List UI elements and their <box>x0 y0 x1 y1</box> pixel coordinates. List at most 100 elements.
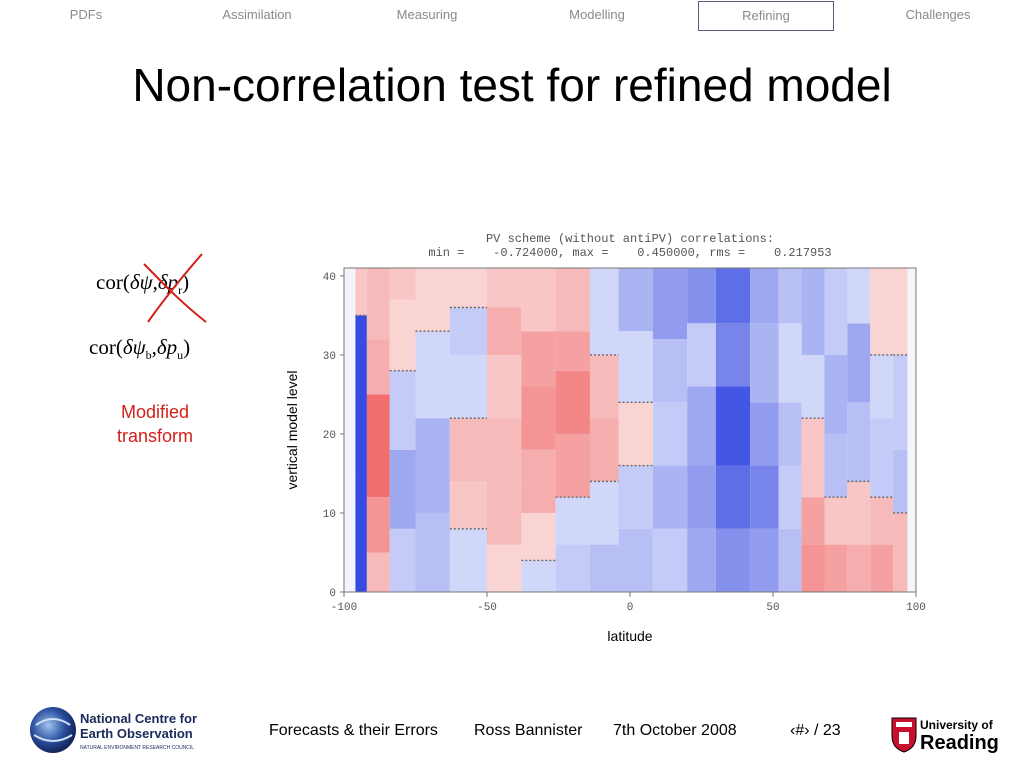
footer-conference: Forecasts & their Errors <box>269 722 438 739</box>
heatmap-cell <box>847 323 871 403</box>
heatmap-cell <box>389 370 416 450</box>
heatmap-cell <box>415 268 450 332</box>
formula2-prefix: cor( <box>89 335 123 359</box>
heatmap-cell <box>870 497 894 545</box>
nav-item-refining[interactable]: Refining <box>698 1 834 31</box>
heatmap-cell <box>555 544 590 592</box>
x-tick-label: -50 <box>477 602 497 614</box>
heatmap-cell <box>893 354 908 450</box>
heatmap-cell <box>870 268 894 355</box>
heatmap-cell <box>893 449 908 513</box>
x-tick-label: 0 <box>627 602 634 614</box>
x-axis-label: latitude <box>607 628 653 644</box>
ncoe-line3: NATURAL ENVIRONMENT RESEARCH COUNCIL <box>80 745 194 751</box>
heatmap-cell <box>555 497 590 545</box>
heatmap-cell <box>415 331 450 419</box>
heatmap-cell <box>355 268 367 316</box>
heatmap-cell <box>521 449 556 513</box>
heatmap-cell <box>652 268 688 340</box>
formula1-prefix: cor( <box>96 270 130 294</box>
red-cross-out <box>143 253 207 323</box>
heatmap-cell <box>687 268 716 324</box>
heatmap-cell <box>778 465 802 529</box>
heatmap-cell <box>652 339 688 403</box>
heatmap-cell <box>687 323 716 387</box>
heatmap-cell <box>521 512 556 561</box>
nav-item-pdfs[interactable]: PDFs <box>69 7 103 22</box>
nav-item-challenges[interactable]: Challenges <box>905 7 971 22</box>
university-of-reading-logo: University of Reading <box>891 717 999 754</box>
heatmap-cell <box>778 268 802 324</box>
heatmap-cell <box>801 497 825 545</box>
ncoe-logo: National Centre for Earth Observation NA… <box>30 707 197 753</box>
chart-title-line2: min = -0.724000, max = 0.450000, rms = 0… <box>428 246 831 260</box>
axis-ticks: -100 -50 0 50 100 0 10 20 30 40 <box>323 272 926 614</box>
heatmap-cell <box>589 354 619 419</box>
heatmap-cell <box>366 394 390 498</box>
heatmap-cell <box>618 331 653 403</box>
nav-item-measuring[interactable]: Measuring <box>396 7 458 22</box>
note-line-1: Modified <box>120 402 190 422</box>
heatmap-cell <box>893 268 908 355</box>
heatmap-cell <box>847 481 871 545</box>
ncoe-line2: Earth Observation <box>80 726 193 741</box>
y-tick-label: 20 <box>323 430 336 442</box>
heatmap-cell <box>687 528 716 592</box>
heatmap-cell <box>555 370 590 434</box>
x-tick-label: 100 <box>906 602 926 614</box>
formula1-greek1: δψ <box>129 270 153 294</box>
formula1-suffix: ) <box>182 270 190 294</box>
formula1-sub2: r <box>178 283 183 298</box>
heatmap-cell <box>389 299 416 371</box>
heatmap-cell <box>449 418 487 482</box>
heatmap-cell <box>521 268 556 332</box>
heatmap-cell <box>366 339 390 395</box>
slide-title: Non-correlation test for refined model <box>132 59 892 111</box>
heatmap-cell <box>366 552 390 592</box>
heatmap-cell <box>618 465 653 529</box>
nav-item-modelling[interactable]: Modelling <box>569 7 625 22</box>
heatmap-cell <box>750 528 779 592</box>
heatmap-cell <box>521 331 556 387</box>
heatmap-cell <box>750 323 779 403</box>
heatmap-cells <box>344 268 916 592</box>
heatmap-cell <box>687 465 716 529</box>
heatmap-svg: PV scheme (without antiPV) correlations:… <box>323 232 926 614</box>
reading-line1: University of <box>920 718 994 732</box>
heatmap-cell <box>750 465 779 529</box>
heatmap-cell <box>824 497 848 545</box>
formula-modified: cor(δψb,δpu) <box>89 335 190 363</box>
cross-stroke-2 <box>143 263 207 323</box>
crest-book <box>899 732 909 744</box>
x-tick-label: 50 <box>766 602 779 614</box>
heatmap-cell <box>715 465 751 529</box>
footer-date: 7th October 2008 <box>613 722 737 739</box>
heatmap-cell <box>487 418 522 482</box>
y-tick-label: 10 <box>323 509 336 521</box>
heatmap-cell <box>824 544 848 592</box>
heatmap-cell <box>487 307 522 355</box>
heatmap-cell <box>715 268 751 324</box>
heatmap-cell <box>487 354 522 419</box>
heatmap-cell <box>715 528 751 592</box>
heatmap-cell <box>801 544 825 592</box>
formula2-greek2: δp <box>156 335 178 359</box>
heatmap-cell <box>687 386 716 466</box>
y-axis-label-text: vertical model level <box>284 370 300 490</box>
footer-page-number: ‹#› / 23 <box>790 722 841 739</box>
heatmap-cell <box>652 402 688 466</box>
correlation-heatmap: PV scheme (without antiPV) correlations:… <box>310 222 940 630</box>
heatmap-cell <box>847 402 871 482</box>
footer-author: Ross Bannister <box>474 722 583 739</box>
heatmap-cell <box>449 307 487 355</box>
crest-band <box>896 722 912 727</box>
heatmap-cell <box>618 268 653 332</box>
heatmap-cell <box>893 512 908 592</box>
nav-item-assimilation[interactable]: Assimilation <box>222 7 292 22</box>
heatmap-cell <box>847 544 871 592</box>
heatmap-cell <box>589 268 619 355</box>
heatmap-cell <box>449 481 487 529</box>
heatmap-cell <box>487 481 522 545</box>
heatmap-cell <box>847 268 871 324</box>
heatmap-cell <box>870 418 894 498</box>
